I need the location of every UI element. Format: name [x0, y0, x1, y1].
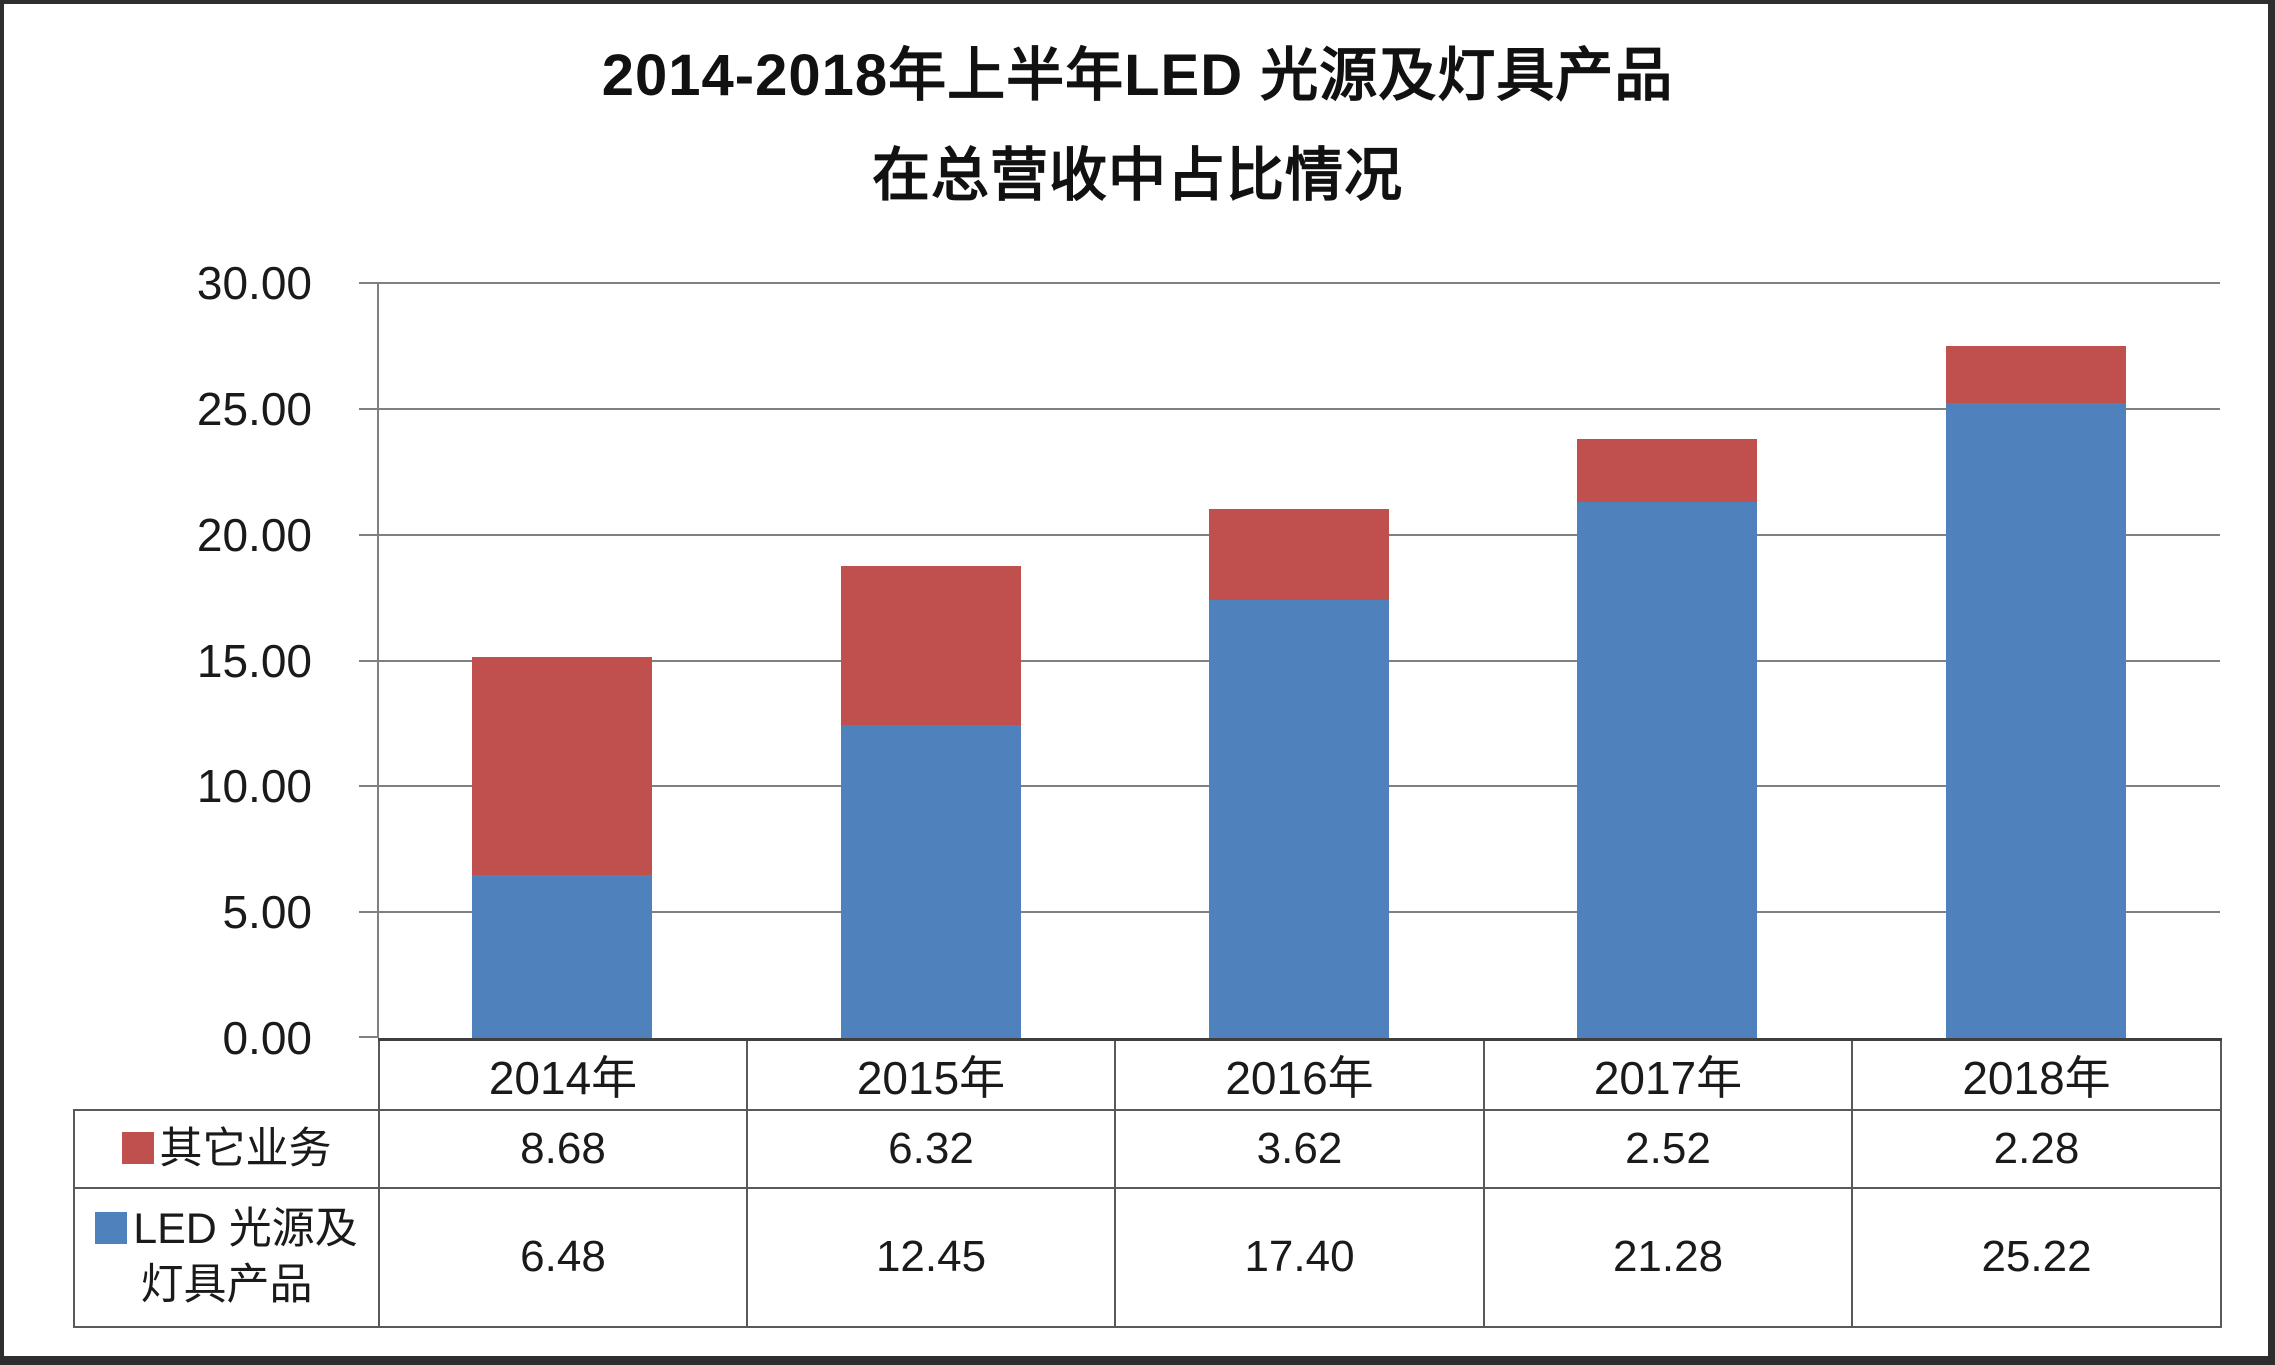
bar-segment-other-2015年 — [841, 566, 1021, 725]
bar-segment-other-2016年 — [1209, 509, 1389, 600]
table-value-other-2014年: 8.68 — [378, 1108, 748, 1189]
y-tick-label-15: 15.00 — [196, 635, 312, 687]
y-axis-tick-0 — [359, 1036, 378, 1038]
gridline-25 — [378, 408, 2220, 410]
table-value-other-2015年: 6.32 — [746, 1108, 1116, 1189]
series-name-other: 其它业务 — [159, 1124, 332, 1173]
bar-segment-led-2014年 — [472, 875, 652, 1038]
x-tick-label-2015年: 2015年 — [746, 1038, 1116, 1111]
bar-segment-led-2015年 — [841, 725, 1021, 1038]
y-tick-label-25: 25.00 — [196, 383, 312, 435]
table-value-led-2015年: 12.45 — [746, 1186, 1116, 1328]
legend-swatch-led — [95, 1212, 128, 1244]
x-tick-label-2018年: 2018年 — [1851, 1038, 2222, 1111]
legend-cell-led: LED 光源及灯具产品 — [73, 1186, 380, 1328]
gridline-30 — [378, 282, 2220, 284]
y-axis-line — [377, 283, 379, 1038]
bar-segment-other-2018年 — [1946, 346, 2126, 403]
y-tick-label-30: 30.00 — [196, 257, 312, 309]
y-tick-label-0: 0.00 — [222, 1012, 312, 1064]
x-tick-label-2014年: 2014年 — [378, 1038, 748, 1111]
bar-segment-other-2014年 — [472, 657, 652, 875]
legend-cell-other: 其它业务 — [73, 1108, 380, 1189]
data-table: 2014年 2015年 2016年 2017年 2018年其它业务 8.68 6.32 3.6… — [73, 1038, 2222, 1328]
y-axis-tick-10 — [359, 785, 378, 787]
y-axis-tick-5 — [359, 911, 378, 913]
table-value-led-2017年: 21.28 — [1483, 1186, 1853, 1328]
chart-title: 2014-2018年上半年LED 光源及灯具产品 在总营收中占比情况 — [0, 26, 2275, 226]
x-tick-label-2017年: 2017年 — [1483, 1038, 1853, 1111]
table-value-other-2017年: 2.52 — [1483, 1108, 1853, 1189]
y-tick-label-10: 10.00 — [196, 760, 312, 812]
table-value-led-2018年: 25.22 — [1851, 1186, 2222, 1328]
x-tick-label-2016年: 2016年 — [1114, 1038, 1485, 1111]
y-axis-tick-15 — [359, 660, 378, 662]
table-corner-blank — [74, 1040, 379, 1110]
y-axis-tick-30 — [359, 282, 378, 284]
table-value-other-2016年: 3.62 — [1114, 1108, 1485, 1189]
chart-title-line1: 2014-2018年上半年LED 光源及灯具产品 — [601, 43, 1674, 108]
table-value-led-2014年: 6.48 — [378, 1186, 748, 1328]
series-name-led: LED 光源及灯具产品 — [133, 1205, 358, 1309]
y-axis-tick-20 — [359, 534, 378, 536]
legend-swatch-other — [121, 1131, 154, 1164]
plot-area — [359, 282, 2220, 1038]
bar-segment-led-2018年 — [1946, 403, 2126, 1038]
chart-title-line2: 在总营收中占比情况 — [871, 143, 1403, 208]
bar-segment-other-2017年 — [1577, 439, 1757, 502]
y-tick-label-20: 20.00 — [196, 509, 312, 561]
bar-segment-led-2016年 — [1209, 600, 1389, 1038]
y-axis-tick-25 — [359, 408, 378, 410]
y-tick-label-5: 5.00 — [222, 886, 312, 938]
bar-segment-led-2017年 — [1577, 502, 1757, 1038]
table-value-led-2016年: 17.40 — [1114, 1186, 1485, 1328]
table-value-other-2018年: 2.28 — [1851, 1108, 2222, 1189]
